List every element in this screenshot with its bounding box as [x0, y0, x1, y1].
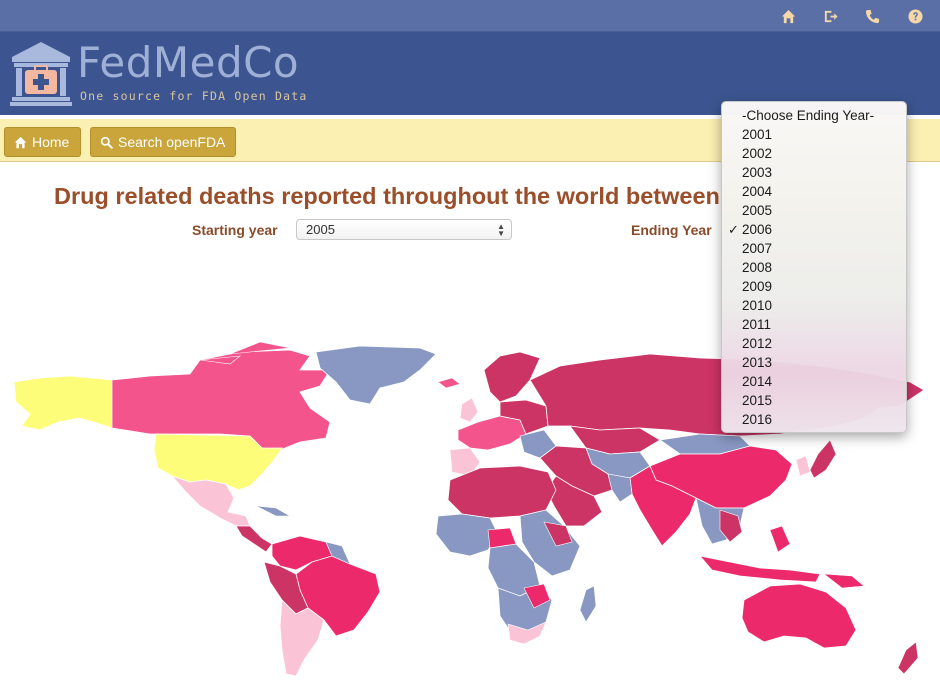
country-cuba: [255, 505, 292, 517]
ending-year-label: Ending Year: [631, 222, 712, 238]
search-icon: [100, 136, 113, 149]
country-korea: [795, 455, 811, 477]
ending-year-option[interactable]: 2014: [722, 372, 906, 391]
ending-year-option-label: 2007: [742, 241, 773, 256]
checkmark-icon: ✓: [728, 222, 739, 237]
ending-year-option-label: 2004: [742, 184, 773, 199]
country-alaska: [13, 375, 113, 431]
fedmedco-logo-icon: [10, 42, 72, 106]
starting-year-select[interactable]: 2005 ▲ ▼: [296, 219, 512, 240]
page-title: Drug related deaths reported throughout …: [54, 183, 720, 209]
country-east-africa: [519, 509, 581, 577]
ending-year-option[interactable]: 2012: [722, 334, 906, 353]
select-arrows-icon: ▲ ▼: [497, 222, 505, 238]
ending-year-option-label: 2006: [742, 222, 773, 237]
country-iberia: [449, 447, 481, 477]
ending-year-option[interactable]: 2007: [722, 239, 906, 258]
ending-year-option[interactable]: 2004: [722, 182, 906, 201]
top-utility-bar: [0, 0, 940, 32]
dropdown-header-option[interactable]: -Choose Ending Year-: [742, 108, 875, 123]
country-canada: [111, 349, 331, 451]
ending-year-option-label: 2009: [742, 279, 773, 294]
search-openfda-label: Search openFDA: [118, 134, 226, 150]
ending-year-option-label: 2010: [742, 298, 773, 313]
ending-year-option-label: 2002: [742, 146, 773, 161]
ending-year-option[interactable]: 2009: [722, 277, 906, 296]
country-zambia-zimbabwe: [523, 583, 551, 609]
ending-year-option[interactable]: 2003: [722, 163, 906, 182]
country-new-zealand: [897, 641, 919, 675]
country-uk: [459, 397, 479, 423]
country-pakistan-afghanistan: [607, 473, 633, 503]
country-argentina-chile: [279, 599, 325, 677]
world-map[interactable]: [0, 330, 940, 682]
country-western-europe: [457, 415, 527, 451]
ending-year-option[interactable]: 2002: [722, 144, 906, 163]
country-greenland: [315, 345, 437, 405]
ending-year-option-label: 2003: [742, 165, 773, 180]
country-iceland: [437, 377, 461, 389]
ending-year-option-label: 2011: [742, 317, 772, 332]
country-usa: [153, 433, 283, 491]
ending-year-option[interactable]: 2015: [722, 391, 906, 410]
country-guianas: [325, 541, 351, 565]
country-ethiopia: [543, 521, 573, 547]
ending-year-option-label: 2015: [742, 393, 773, 408]
country-west-africa: [435, 513, 499, 557]
ending-year-option[interactable]: 2001: [722, 125, 906, 144]
home-button[interactable]: Home: [4, 127, 81, 157]
phone-icon[interactable]: [864, 8, 880, 24]
ending-year-option[interactable]: 2011: [722, 315, 906, 334]
home-icon: [14, 136, 27, 148]
ending-year-option-label: 2014: [742, 374, 773, 389]
country-japan: [809, 439, 837, 479]
starting-year-value: 2005: [306, 222, 335, 237]
country-madagascar: [579, 585, 597, 623]
ending-year-option[interactable]: 2013: [722, 353, 906, 372]
ending-year-option-label: 2005: [742, 203, 773, 218]
ending-year-dropdown-list[interactable]: -Choose Ending Year- 2001 2002 2003 2004 200…: [721, 101, 907, 433]
country-south-africa: [507, 621, 547, 645]
search-openfda-button[interactable]: Search openFDA: [90, 127, 236, 157]
question-icon[interactable]: [907, 8, 923, 24]
sign-out-icon[interactable]: [822, 8, 838, 24]
country-australia: [741, 583, 857, 649]
ending-year-option[interactable]: 2016: [722, 410, 906, 429]
country-papua: [823, 573, 865, 589]
starting-year-label: Starting year: [192, 222, 278, 238]
home-button-label: Home: [32, 134, 70, 150]
ending-year-option[interactable]: 2010: [722, 296, 906, 315]
ending-year-option[interactable]: 2005: [722, 201, 906, 220]
country-thailand-vietnam: [719, 509, 743, 543]
ending-year-option-label: 2016: [742, 412, 773, 427]
country-scandinavia: [483, 351, 541, 403]
brand-tagline: One source for FDA Open Data: [80, 89, 308, 103]
country-india: [629, 465, 697, 547]
ending-year-option[interactable]: 2008: [722, 258, 906, 277]
ending-year-option[interactable]: ✓ 2006: [722, 220, 906, 239]
ending-year-option-label: 2013: [742, 355, 773, 370]
brand-name: FedMedCo: [77, 38, 300, 87]
country-philippines: [769, 525, 791, 553]
ending-year-option-label: 2008: [742, 260, 773, 275]
home-icon[interactable]: [780, 8, 796, 24]
country-central-america: [235, 525, 273, 553]
country-canada-islands: [199, 341, 291, 365]
country-mexico: [170, 475, 251, 527]
country-central-europe: [499, 399, 549, 435]
ending-year-option-label: 2012: [742, 336, 773, 351]
ending-year-option-label: 2001: [742, 127, 773, 142]
country-indonesia: [698, 555, 821, 583]
